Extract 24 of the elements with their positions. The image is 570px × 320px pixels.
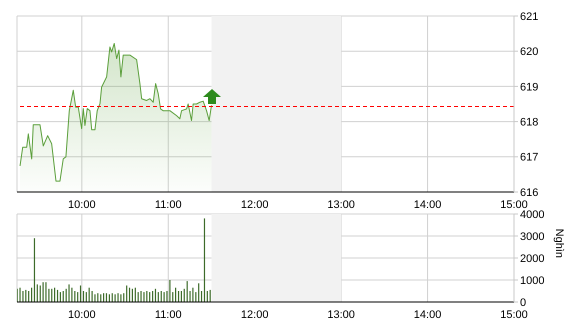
y-tick-label: 619 [520,81,538,94]
x-tick-label: 12:00 [240,198,268,211]
y-tick-label: 1000 [520,274,544,287]
x-tick-label: 15:00 [500,308,528,320]
y-tick-label: 3000 [520,230,544,243]
x-tick-label: 11:00 [154,198,182,211]
x-tick-label: 14:00 [414,308,442,320]
y-tick-label: 4000 [520,208,544,221]
y-axis-title: Nghìn [553,228,566,258]
x-tick-label: 14:00 [414,198,442,211]
y-tick-label: 2000 [520,252,544,265]
x-tick-label: 10:00 [68,198,96,211]
y-tick-label: 620 [520,46,538,58]
y-tick-label: 616 [520,186,538,199]
x-tick-label: 13:00 [327,308,355,320]
x-tick-label: 13:00 [327,198,355,211]
x-tick-label: 15:00 [500,198,528,211]
y-tick-label: 621 [520,10,538,23]
x-tick-label: 11:00 [154,308,182,320]
x-tick-label: 10:00 [68,308,96,320]
y-tick-label: 617 [520,152,538,164]
x-tick-label: 12:00 [240,308,268,320]
y-tick-label: 618 [520,116,538,129]
y-tick-label: 0 [520,296,526,309]
